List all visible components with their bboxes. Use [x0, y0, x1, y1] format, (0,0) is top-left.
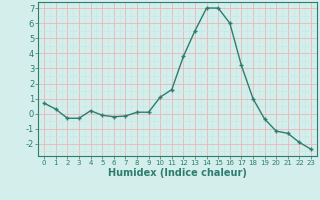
X-axis label: Humidex (Indice chaleur): Humidex (Indice chaleur)	[108, 168, 247, 178]
